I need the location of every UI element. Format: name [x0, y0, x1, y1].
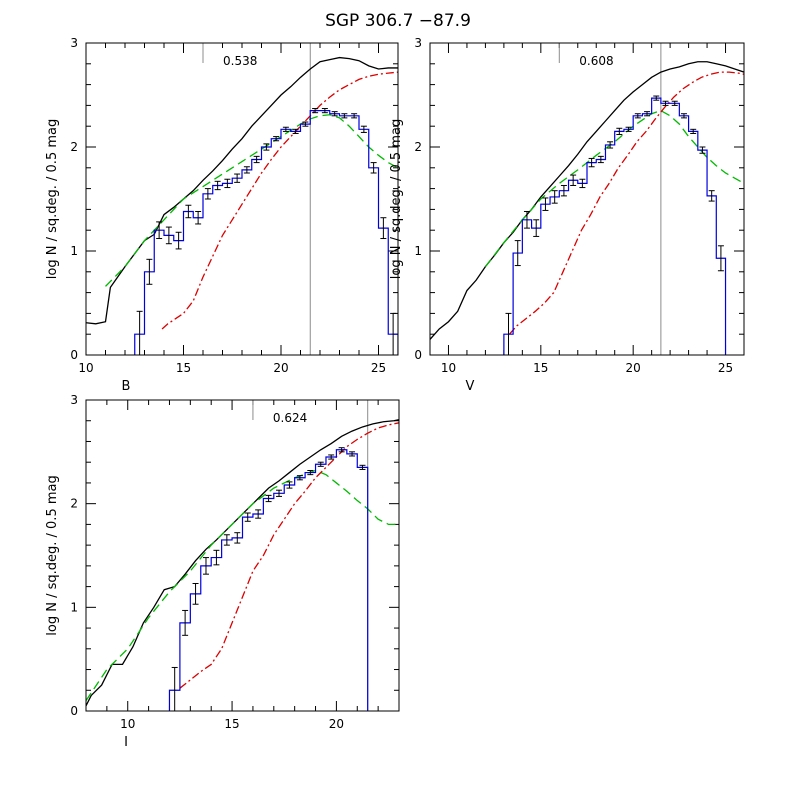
y-tick-label: 2: [70, 497, 78, 511]
y-axis-label: log N / sq.deg. / 0.5 mag: [45, 119, 60, 279]
y-tick-label: 0: [70, 348, 78, 362]
annotation-value: 0.624: [273, 411, 307, 425]
x-tick-label: 20: [273, 361, 288, 375]
plot-frame: [85, 399, 400, 712]
y-tick-label: 3: [70, 393, 78, 407]
y-tick-label: 0: [70, 704, 78, 718]
y-axis-label: log N / sq.deg. / 0.5 mag: [45, 475, 60, 635]
y-tick-label: 0: [414, 348, 422, 362]
y-tick-label: 1: [70, 244, 78, 258]
y-tick-label: 2: [414, 140, 422, 154]
model-total-curve: [86, 419, 399, 707]
x-tick-label: 10: [78, 361, 93, 375]
x-axis-label: V: [466, 379, 475, 394]
annotation-value: 0.538: [223, 54, 257, 68]
x-tick-label: 15: [533, 361, 548, 375]
x-tick-label: 10: [441, 361, 456, 375]
x-axis-label: B: [122, 379, 131, 394]
series-group: [86, 56, 398, 355]
x-axis-label: I: [124, 735, 128, 750]
x-tick-label: 20: [626, 361, 641, 375]
y-tick-label: 1: [70, 600, 78, 614]
series-group: [86, 419, 399, 711]
x-tick-label: 15: [176, 361, 191, 375]
plot-frame: [429, 42, 745, 356]
y-tick-label: 2: [70, 140, 78, 154]
model-red-dashdot-curve: [179, 422, 399, 689]
y-axis-label: log N / sq.deg. / 0.5 mag: [389, 119, 404, 279]
x-tick-label: 15: [224, 717, 239, 731]
x-tick-label: 10: [120, 717, 135, 731]
observed-counts-histogram: [503, 97, 727, 355]
model-total-curve: [86, 56, 398, 325]
y-tick-label: 1: [414, 244, 422, 258]
model-green-dashed-curve: [86, 469, 399, 701]
figure-title: SGP 306.7 −87.9: [325, 11, 471, 31]
observed-counts-histogram: [134, 110, 398, 355]
plot-frame: [85, 42, 399, 356]
model-total-curve: [430, 61, 744, 340]
x-tick-label: 25: [371, 361, 386, 375]
model-red-dashdot-curve: [161, 71, 398, 330]
model-red-dashdot-curve: [508, 71, 744, 335]
annotation-value: 0.608: [579, 54, 613, 68]
series-group: [430, 61, 744, 355]
x-tick-label: 25: [718, 361, 733, 375]
model-green-dashed-curve: [484, 109, 744, 267]
y-tick-label: 3: [70, 36, 78, 50]
y-tick-label: 3: [414, 36, 422, 50]
x-tick-label: 20: [329, 717, 344, 731]
